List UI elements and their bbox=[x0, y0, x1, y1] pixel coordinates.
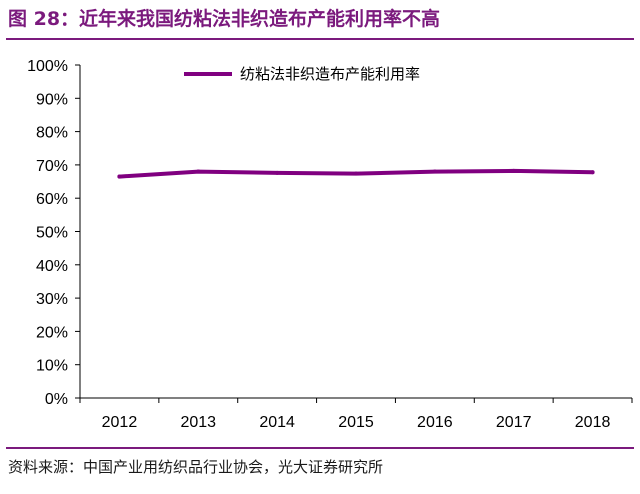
y-tick-label: 90% bbox=[36, 91, 68, 108]
title-rule bbox=[6, 38, 634, 40]
y-tick-label: 60% bbox=[36, 191, 68, 208]
y-tick-label: 0% bbox=[45, 391, 68, 408]
source-note: 资料来源：中国产业用纺织品行业协会，光大证券研究所 bbox=[8, 458, 384, 476]
y-tick-label: 70% bbox=[36, 158, 68, 175]
data-point bbox=[432, 169, 437, 174]
x-tick-label: 2015 bbox=[338, 414, 374, 431]
legend: 纺粘法非织造布产能利用率 bbox=[184, 65, 420, 83]
series-layer bbox=[117, 168, 595, 179]
y-axis-ticks: 0% 10% 20% 30% 40% 50% 60% 70% 80% 90% 100% bbox=[27, 58, 80, 408]
x-tick-label: 2013 bbox=[180, 414, 216, 431]
y-tick-label: 20% bbox=[36, 324, 68, 341]
data-point bbox=[590, 170, 595, 175]
y-tick-label: 50% bbox=[36, 225, 68, 242]
y-tick-label: 80% bbox=[36, 125, 68, 142]
data-point bbox=[275, 170, 280, 175]
x-tick-label: 2018 bbox=[575, 414, 611, 431]
data-point bbox=[117, 174, 122, 179]
legend-label: 纺粘法非织造布产能利用率 bbox=[240, 65, 420, 83]
axes bbox=[79, 65, 632, 399]
chart-title: 图 28：近年来我国纺粘法非织造布产能利用率不高 bbox=[8, 8, 441, 30]
x-tick-label: 2014 bbox=[259, 414, 295, 431]
y-tick-label: 10% bbox=[36, 358, 68, 375]
data-point bbox=[196, 169, 201, 174]
y-tick-label: 100% bbox=[27, 58, 68, 75]
source-rule bbox=[6, 447, 634, 449]
x-tick-label: 2017 bbox=[496, 414, 532, 431]
x-axis-ticks: 2012 2013 2014 2015 2016 2017 2018 bbox=[79, 398, 633, 431]
x-tick-label: 2016 bbox=[417, 414, 453, 431]
y-tick-label: 30% bbox=[36, 291, 68, 308]
data-point bbox=[354, 171, 358, 176]
data-point bbox=[511, 168, 516, 173]
y-tick-label: 40% bbox=[36, 258, 68, 275]
x-tick-label: 2012 bbox=[102, 414, 138, 431]
